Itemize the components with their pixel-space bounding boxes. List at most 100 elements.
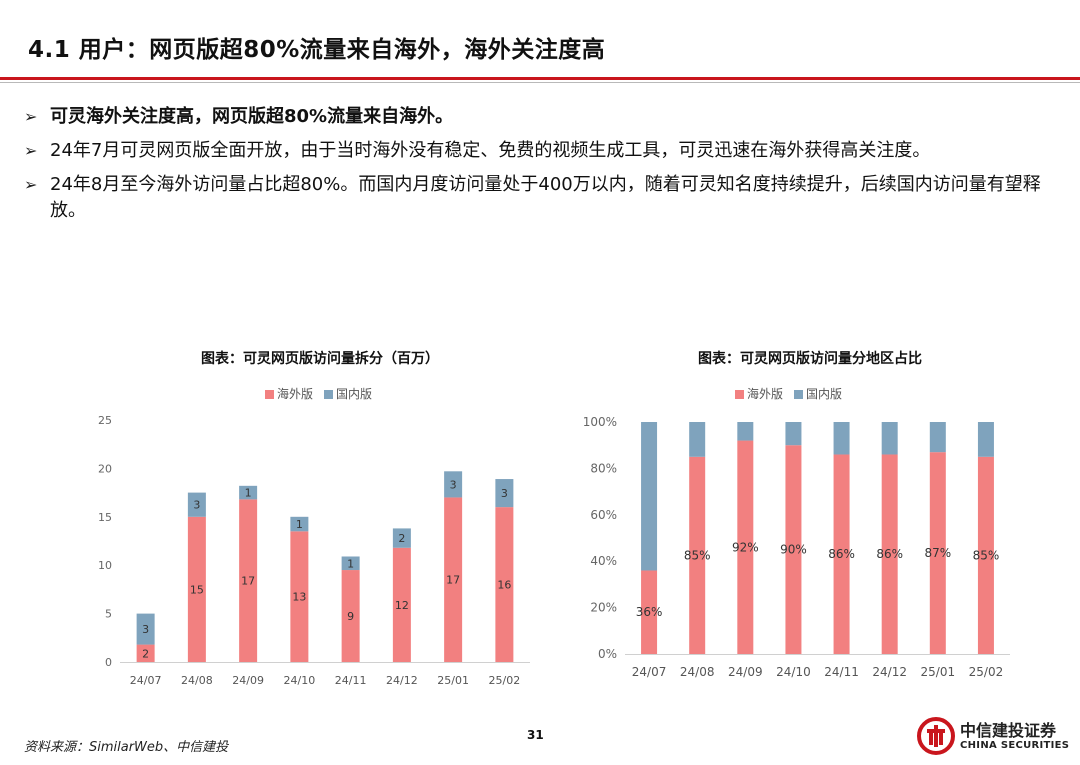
- x-tick-label: 24/09: [728, 665, 763, 679]
- title-divider-red: [0, 77, 1080, 80]
- page-title: 4.1 用户：网页版超80%流量来自海外，海外关注度高: [28, 37, 606, 63]
- chart-region-share: 海外版 国内版 0% 20% 40% 60% 80% 100% 36% 24/07 85% 24/08…: [583, 386, 1010, 679]
- bar-segment: [187, 516, 206, 662]
- bar-segment: [187, 492, 206, 517]
- bar-segment: [641, 422, 658, 571]
- bar-segment: [392, 528, 411, 548]
- bullet-text: 24年7月可灵网页版全面开放，由于当时海外没有稳定、免费的视频生成工具，可灵迅速…: [50, 140, 931, 161]
- data-label: 15: [190, 583, 204, 596]
- data-label: 90%: [780, 543, 807, 557]
- data-label: 2: [398, 532, 405, 545]
- legend-label: 国内版: [336, 387, 372, 401]
- logo-english-name: CHINA SECURITIES: [960, 739, 1070, 751]
- legend-swatch: [735, 390, 744, 399]
- data-label: 3: [450, 478, 457, 491]
- x-tick-label: 24/08: [680, 665, 715, 679]
- bullet-item: ➢ 可灵海外关注度高，网页版超80%流量来自海外。: [24, 104, 1054, 130]
- data-label: 86%: [876, 547, 903, 561]
- legend-label: 海外版: [277, 386, 313, 401]
- chart-visits-breakdown: 海外版 国内版 0 5 10 15 20 25 2 3 24/07 15 3 24/08 17 1 24/09 1…: [98, 386, 530, 687]
- y-tick-label: 15: [98, 511, 112, 524]
- data-label: 17: [241, 575, 255, 588]
- bar-segment: [737, 440, 754, 654]
- data-label: 16: [497, 579, 511, 592]
- y-tick-label: 40%: [590, 554, 617, 568]
- data-label: 12: [395, 599, 409, 612]
- data-label: 2: [142, 647, 149, 660]
- bar-segment: [290, 531, 309, 662]
- bar-segment: [833, 422, 850, 455]
- bar-segment: [785, 422, 802, 446]
- legend-label: 海外版: [747, 386, 783, 401]
- logo-chinese-name: 中信建投证券: [960, 720, 1057, 740]
- bar-segment: [689, 422, 706, 457]
- citic-logo-icon: [917, 717, 955, 755]
- bullet-item: ➢ 24年7月可灵网页版全面开放，由于当时海外没有稳定、免费的视频生成工具，可灵…: [24, 138, 1054, 164]
- bar-segment: [239, 485, 258, 500]
- bar-segment: [444, 471, 463, 498]
- bar-segment: [495, 507, 514, 662]
- bar-segment: [136, 644, 155, 662]
- bar-segment: [833, 454, 850, 654]
- bullet-text: 可灵海外关注度高，网页版超80%流量来自海外。: [50, 106, 454, 127]
- bar-segment: [392, 547, 411, 662]
- source-note: 资料来源：SimilarWeb、中信建投: [24, 740, 229, 755]
- page-number: 31: [527, 728, 544, 742]
- arrow-bullet-icon: ➢: [24, 175, 38, 194]
- chart-2-title: 图表：可灵网页版访问量分地区占比: [698, 351, 922, 367]
- bar-segment: [239, 499, 258, 662]
- legend-swatch: [794, 390, 803, 399]
- y-tick-label: 0%: [598, 647, 617, 661]
- legend-swatch: [265, 390, 274, 399]
- bar-segment: [881, 422, 898, 455]
- x-tick-label: 24/10: [776, 665, 811, 679]
- data-label: 86%: [828, 547, 855, 561]
- data-label: 3: [142, 623, 149, 636]
- y-tick-label: 80%: [590, 461, 617, 475]
- bar-segment: [641, 570, 658, 654]
- bar-segment: [881, 454, 898, 654]
- bar-segment: [737, 422, 754, 441]
- data-label: 3: [193, 499, 200, 512]
- data-label: 3: [501, 487, 508, 500]
- data-label: 17: [446, 574, 460, 587]
- x-tick-label: 24/11: [824, 665, 859, 679]
- bar-segment: [785, 445, 802, 654]
- y-tick-label: 10: [98, 559, 112, 572]
- brand-logo: 中信建投证券 CHINA SECURITIES: [916, 716, 1069, 756]
- bar-segment: [977, 422, 994, 457]
- x-tick-label: 24/12: [386, 674, 418, 687]
- y-tick-label: 5: [105, 608, 112, 621]
- bar-segment: [929, 452, 946, 654]
- bullet-text: 24年8月至今海外访问量占比超80%。而国内月度访问量处于400万以内，随着可灵…: [50, 174, 1041, 221]
- arrow-bullet-icon: ➢: [24, 107, 38, 126]
- bullet-list: ➢ 可灵海外关注度高，网页版超80%流量来自海外。 ➢ 24年7月可灵网页版全面…: [24, 104, 1054, 232]
- x-tick-label: 24/12: [872, 665, 907, 679]
- title-divider-gray: [0, 82, 1080, 83]
- bullet-item: ➢ 24年8月至今海外访问量占比超80%。而国内月度访问量处于400万以内，随着…: [24, 172, 1054, 224]
- y-tick-label: 60%: [590, 508, 617, 522]
- data-label: 85%: [684, 548, 711, 562]
- bar-segment: [341, 570, 360, 662]
- bar-segment: [495, 479, 514, 508]
- data-label: 1: [296, 518, 303, 531]
- x-tick-label: 24/07: [130, 674, 162, 687]
- x-tick-label: 24/08: [181, 674, 213, 687]
- data-label: 85%: [973, 548, 1000, 562]
- y-tick-label: 20%: [590, 601, 617, 615]
- y-tick-label: 20: [98, 462, 112, 475]
- bar-segment: [136, 613, 155, 645]
- data-label: 92%: [732, 540, 759, 554]
- bar-segment: [689, 456, 706, 654]
- x-tick-label: 24/10: [284, 674, 316, 687]
- data-label: 1: [245, 487, 252, 500]
- arrow-bullet-icon: ➢: [24, 141, 38, 160]
- bar-segment: [341, 556, 360, 571]
- x-tick-label: 24/09: [232, 674, 264, 687]
- x-tick-label: 25/02: [489, 674, 521, 687]
- y-tick-label: 100%: [583, 415, 617, 429]
- bar-segment: [977, 456, 994, 654]
- data-label: 9: [347, 610, 354, 623]
- y-tick-label: 0: [105, 656, 112, 669]
- x-tick-label: 24/07: [632, 665, 667, 679]
